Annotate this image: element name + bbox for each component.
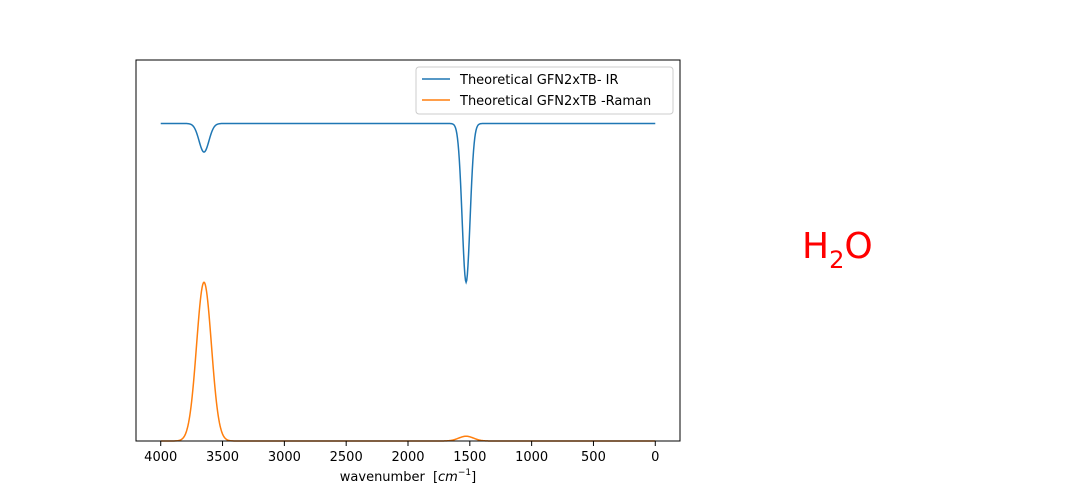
molecule-main: H	[802, 226, 829, 267]
x-axis-unit-base: cm	[438, 470, 458, 485]
x-tick-label: 0	[651, 450, 659, 465]
x-tick-label: 3500	[206, 450, 239, 465]
legend: Theoretical GFN2xTB- IR Theoretical GFN2…	[415, 66, 674, 115]
x-tick-label: 1000	[515, 450, 548, 465]
x-axis-label: wavenumber [cm−1]	[340, 468, 476, 485]
molecule-end: O	[844, 226, 872, 267]
x-axis-label-text: wavenumber	[340, 470, 426, 485]
legend-box	[415, 66, 674, 115]
x-axis-unit-exp: −1	[458, 468, 471, 478]
x-tick-label: 3000	[268, 450, 301, 465]
legend-entry-raman: Theoretical GFN2xTB -Raman	[459, 94, 651, 109]
x-tick-label: 500	[581, 450, 606, 465]
axes-frame	[135, 59, 681, 442]
x-tick-label: 2500	[330, 450, 363, 465]
x-tick-label: 2000	[391, 450, 424, 465]
x-tick-label: 4000	[144, 450, 177, 465]
raman-spectrum-line	[160, 281, 656, 442]
series-layer	[160, 122, 656, 442]
legend-entry-ir: Theoretical GFN2xTB- IR	[459, 73, 619, 88]
molecule-sub: 2	[829, 246, 844, 274]
molecule-label: H2O	[802, 226, 873, 274]
x-tick-label: 1500	[453, 450, 486, 465]
x-axis-ticks: 4000 3500 3000 2500 2000 1500 1000 500 0	[144, 441, 659, 465]
ir-spectrum-line	[160, 122, 656, 285]
